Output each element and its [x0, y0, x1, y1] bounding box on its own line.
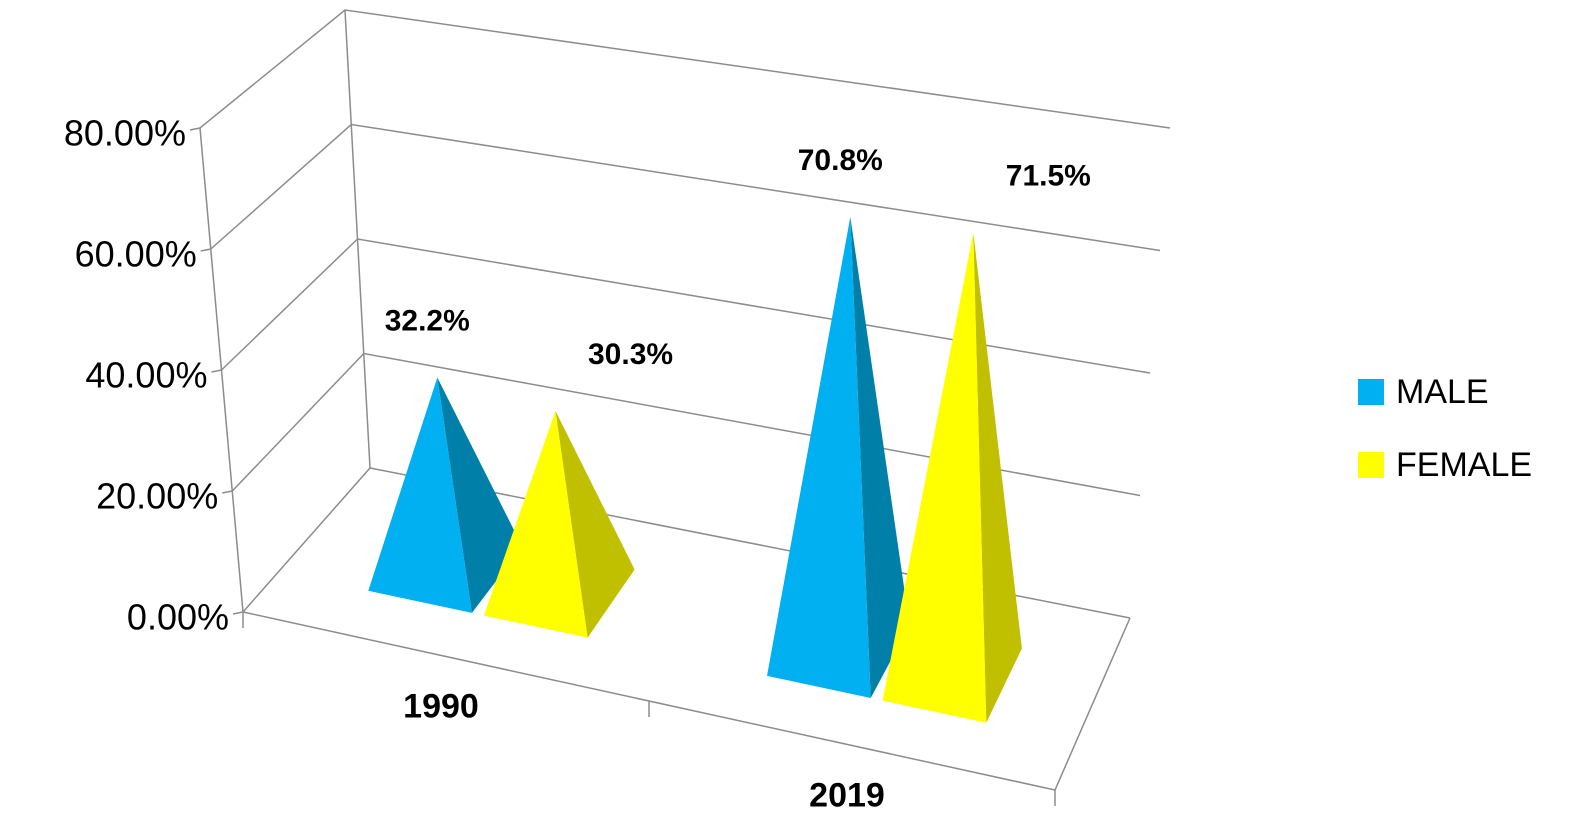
x-tick-label: 1990 [403, 687, 479, 725]
y-tick-mark [211, 369, 222, 373]
y-tick-label: 40.00% [85, 355, 207, 396]
pyramid-front [882, 232, 987, 723]
x-tick-label: 2019 [809, 776, 885, 814]
pyramid-side [555, 411, 635, 638]
y-tick-label: 80.00% [64, 113, 186, 154]
y-tick-mark [232, 611, 244, 615]
y-tick-label: 20.00% [96, 476, 218, 517]
grid-line [231, 352, 1141, 497]
legend-label: FEMALE [1396, 446, 1532, 484]
pyramid-front [767, 216, 871, 698]
y-tick-mark [200, 248, 211, 252]
legend-swatch [1358, 452, 1384, 478]
pyramid-side [437, 377, 523, 613]
y-tick-mark [222, 490, 233, 494]
value-label: 71.5% [1006, 160, 1091, 193]
y-tick-label: 0.00% [127, 597, 229, 638]
value-label: 30.3% [588, 338, 673, 371]
pyramid-front [483, 411, 588, 638]
value-label: 70.8% [798, 144, 883, 177]
legend-label: MALE [1396, 373, 1489, 411]
y-tick-mark [189, 127, 201, 131]
pyramid-front [368, 377, 472, 613]
back-wall-edge [344, 9, 371, 469]
pyramid-side [973, 232, 1022, 723]
legend-swatch [1358, 379, 1384, 405]
left-wall-edge [199, 127, 244, 613]
value-label: 32.2% [385, 304, 470, 337]
y-tick-label: 60.00% [75, 234, 197, 275]
pyramid-side [850, 216, 910, 698]
